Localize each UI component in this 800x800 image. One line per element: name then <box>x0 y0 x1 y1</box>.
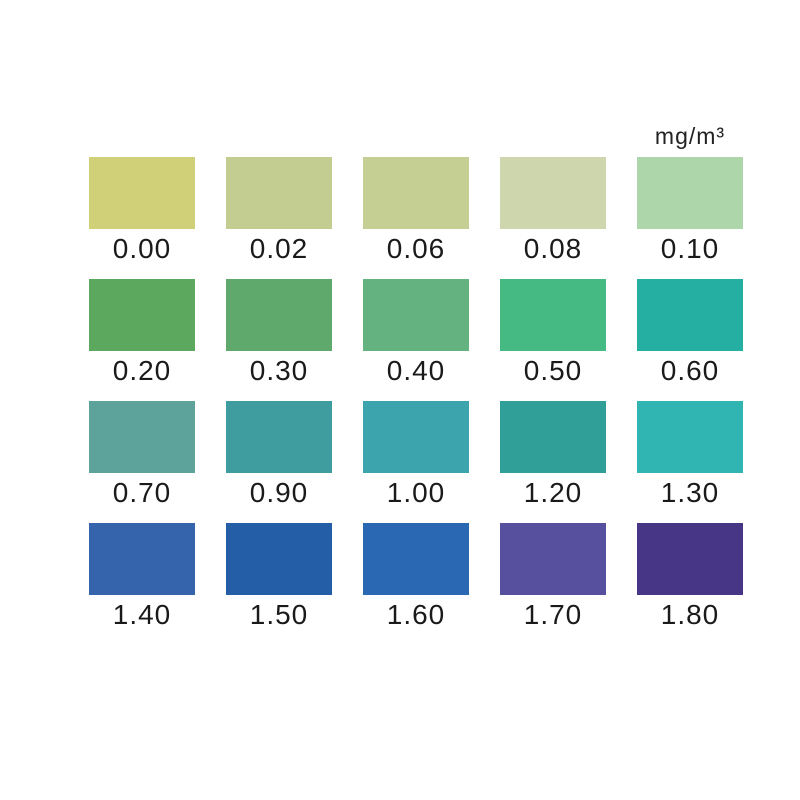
color-swatch-grid: 0.00 0.02 0.06 0.08 0.10 0.20 0.30 0.40 0.50 0.60… <box>89 157 749 645</box>
color-swatch <box>363 401 469 473</box>
swatch-value-label: 0.10 <box>660 233 720 264</box>
swatch-value-label: 1.70 <box>523 599 583 630</box>
swatch-cell: 1.80 <box>637 523 743 631</box>
color-swatch <box>89 279 195 351</box>
swatch-cell: 1.40 <box>89 523 195 631</box>
swatch-value-label: 0.30 <box>249 355 309 386</box>
swatch-cell: 0.00 <box>89 157 195 265</box>
swatch-cell: 1.50 <box>226 523 332 631</box>
swatch-value-label: 0.50 <box>523 355 583 386</box>
color-swatch <box>637 157 743 229</box>
swatch-value-label: 0.90 <box>249 477 309 508</box>
swatch-value-label: 0.00 <box>112 233 172 264</box>
swatch-value-label: 1.60 <box>386 599 446 630</box>
color-swatch <box>363 157 469 229</box>
swatch-cell: 1.20 <box>500 401 606 509</box>
swatch-cell: 0.60 <box>637 279 743 387</box>
swatch-cell: 0.10 <box>637 157 743 265</box>
swatch-cell: 0.40 <box>363 279 469 387</box>
swatch-cell: 0.90 <box>226 401 332 509</box>
swatch-cell: 0.20 <box>89 279 195 387</box>
swatch-row: 1.40 1.50 1.60 1.70 1.80 <box>89 523 749 631</box>
swatch-row: 0.20 0.30 0.40 0.50 0.60 <box>89 279 749 387</box>
color-swatch <box>500 279 606 351</box>
swatch-cell: 1.70 <box>500 523 606 631</box>
swatch-value-label: 1.00 <box>386 477 446 508</box>
swatch-value-label: 0.70 <box>112 477 172 508</box>
color-swatch <box>89 157 195 229</box>
unit-label: mg/m³ <box>654 123 726 149</box>
swatch-cell: 0.50 <box>500 279 606 387</box>
swatch-value-label: 1.20 <box>523 477 583 508</box>
swatch-value-label: 1.50 <box>249 599 309 630</box>
swatch-cell: 0.02 <box>226 157 332 265</box>
color-swatch <box>226 523 332 595</box>
swatch-value-label: 0.20 <box>112 355 172 386</box>
color-swatch <box>637 523 743 595</box>
swatch-value-label: 1.40 <box>112 599 172 630</box>
swatch-cell: 0.08 <box>500 157 606 265</box>
color-swatch <box>500 157 606 229</box>
swatch-value-label: 0.06 <box>386 233 446 264</box>
swatch-cell: 1.60 <box>363 523 469 631</box>
color-swatch <box>89 401 195 473</box>
color-swatch <box>226 157 332 229</box>
color-swatch <box>500 401 606 473</box>
color-swatch <box>637 401 743 473</box>
color-swatch <box>363 279 469 351</box>
swatch-value-label: 0.02 <box>249 233 309 264</box>
swatch-row: 0.70 0.90 1.00 1.20 1.30 <box>89 401 749 509</box>
swatch-cell: 1.30 <box>637 401 743 509</box>
swatch-row: 0.00 0.02 0.06 0.08 0.10 <box>89 157 749 265</box>
swatch-value-label: 0.40 <box>386 355 446 386</box>
swatch-value-label: 1.80 <box>660 599 720 630</box>
color-swatch <box>500 523 606 595</box>
swatch-value-label: 0.60 <box>660 355 720 386</box>
swatch-value-label: 0.08 <box>523 233 583 264</box>
swatch-cell: 0.70 <box>89 401 195 509</box>
swatch-value-label: 1.30 <box>660 477 720 508</box>
swatch-cell: 0.06 <box>363 157 469 265</box>
color-swatch <box>226 279 332 351</box>
swatch-cell: 1.00 <box>363 401 469 509</box>
color-swatch <box>637 279 743 351</box>
swatch-cell: 0.30 <box>226 279 332 387</box>
color-swatch <box>226 401 332 473</box>
color-swatch <box>89 523 195 595</box>
color-swatch <box>363 523 469 595</box>
